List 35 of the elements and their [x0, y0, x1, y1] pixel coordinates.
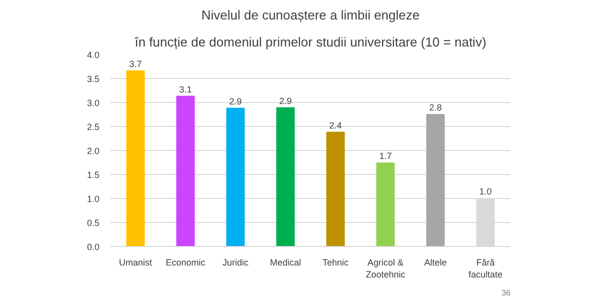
y-tick-label: 2.0: [86, 146, 100, 156]
chart-title: Nivelul de cunoaștere a limbii engleze: [201, 8, 420, 22]
y-tick-label: 3.5: [86, 74, 100, 84]
data-label: 2.4: [329, 120, 342, 130]
y-tick-label: 3.0: [86, 98, 100, 108]
bar: [426, 114, 445, 246]
x-tick-label: Economic: [166, 258, 206, 268]
x-tick-label: Medical: [270, 258, 302, 268]
x-tick-label: Juridic: [222, 258, 250, 268]
x-tick-label: Fără facultate: [468, 258, 503, 280]
y-tick-label: 0.0: [86, 242, 100, 252]
x-tick-label: Altele: [424, 258, 447, 268]
y-tick-label: 0.5: [86, 218, 100, 228]
x-tick-label: Umanist: [118, 258, 153, 268]
bar: [176, 96, 195, 246]
data-label: 1.0: [479, 186, 492, 196]
data-label: 2.8: [429, 102, 442, 112]
data-label: 1.7: [379, 150, 392, 161]
y-tick-label: 4.0: [86, 50, 100, 60]
bar: [226, 108, 245, 246]
y-tick-label: 2.5: [86, 122, 100, 132]
data-label: 2.9: [279, 96, 292, 106]
bar: [276, 107, 295, 246]
y-tick-label: 1.0: [86, 194, 100, 204]
data-label: 3.1: [179, 84, 192, 94]
x-tick-label: Tehnic: [322, 258, 350, 268]
x-tick-label: Agricol & Zootehnic: [366, 258, 406, 280]
y-tick-label: 1.5: [86, 170, 100, 180]
data-label: 2.9: [229, 96, 242, 106]
bar: [376, 162, 395, 246]
text: 36: [502, 288, 512, 298]
data-label: 3.7: [129, 58, 142, 69]
bar: [126, 70, 145, 246]
chart-subtitle: în funcție de domeniul primelor studii universitare (10 = nativ): [134, 34, 486, 50]
bar: [326, 132, 345, 246]
